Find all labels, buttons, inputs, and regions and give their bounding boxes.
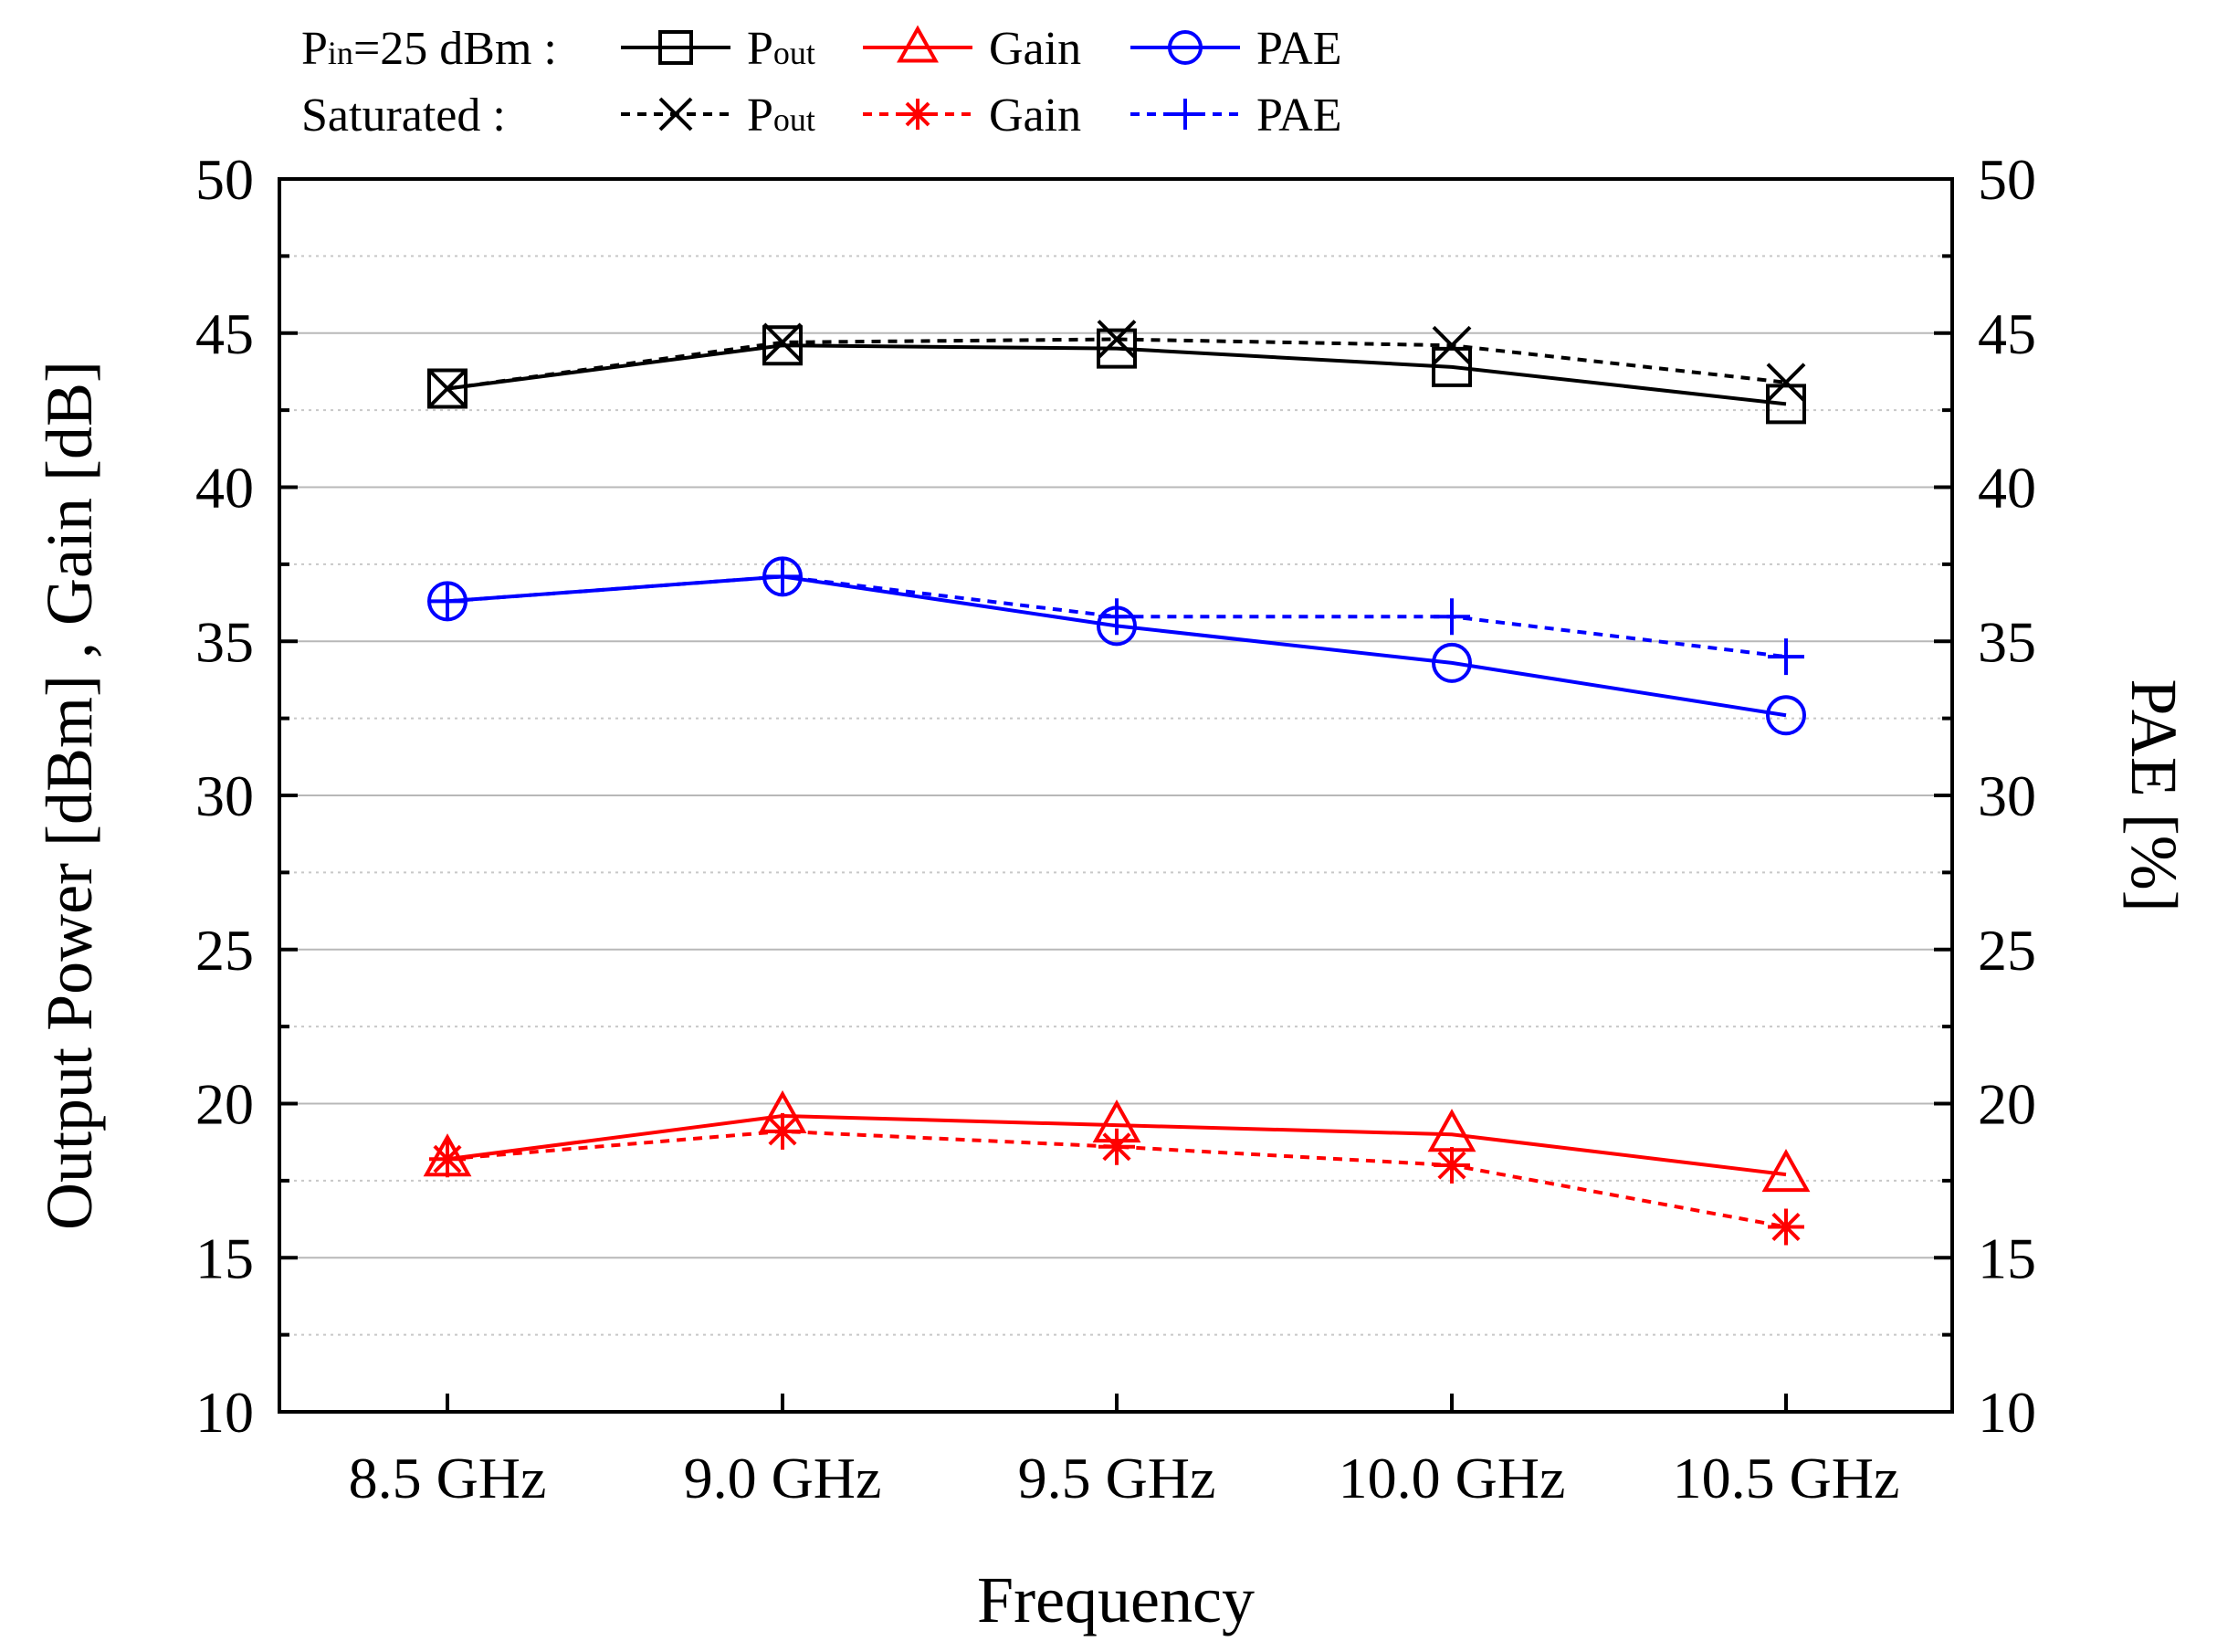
y-tick-label: 35 (195, 609, 254, 674)
legend-label: PAE (1256, 89, 1341, 142)
x-tick-label: 9.0 GHz (684, 1446, 882, 1510)
legend-entry: PAE (1130, 89, 1341, 142)
data-point (427, 368, 468, 409)
data-point (1434, 598, 1470, 636)
data-point (758, 1089, 807, 1133)
data-point (1768, 638, 1804, 676)
legend-entry: Pout (621, 23, 815, 75)
y2-tick-label: 30 (1978, 763, 2036, 828)
data-point (762, 322, 803, 363)
legend-row2-label: Saturated : (301, 89, 506, 142)
y2-tick-label: 15 (1978, 1226, 2036, 1290)
data-point (429, 583, 466, 620)
axis-ticks: 10 15 20 25 30 35 40 45 50 10 15 20 25 30 35 40 45 50 8.5 … (195, 147, 2036, 1510)
legend-marker (658, 30, 693, 65)
x-tick-label: 10.0 GHz (1339, 1446, 1566, 1510)
y2-axis-title: PAE [%] (2117, 679, 2191, 911)
y-tick-label: 40 (195, 456, 254, 521)
legend-marker (1170, 99, 1201, 130)
legend: Pin=25 dBm : Saturated : Pout Gain PAEPout… (301, 23, 1341, 142)
legend-label: Gain (989, 89, 1081, 142)
legend-entry: PAE (1130, 23, 1341, 75)
data-point (427, 369, 468, 408)
series-line (447, 337, 1787, 391)
y-tick-label: 25 (195, 918, 254, 983)
data-point (1766, 363, 1806, 403)
series-line (447, 1129, 1787, 1229)
grid-lines (279, 255, 1952, 1336)
x-axis-title: Frequency (977, 1563, 1255, 1636)
y2-tick-label: 10 (1978, 1380, 2036, 1445)
data-point (1097, 320, 1137, 359)
data-point (762, 325, 803, 366)
legend-label: Pout (747, 23, 815, 75)
data-point (1766, 384, 1806, 425)
legend-label: Gain (989, 23, 1081, 75)
legend-row1-label: Pin=25 dBm : (301, 23, 557, 75)
data-point (1098, 1128, 1135, 1165)
y2-tick-label: 45 (1978, 301, 2036, 366)
data-point (1432, 642, 1472, 683)
legend-label: PAE (1256, 23, 1341, 75)
legend-marker (658, 97, 693, 132)
y2-tick-label: 35 (1978, 609, 2036, 674)
data-point (764, 558, 801, 595)
y2-tick-label: 20 (1978, 1072, 2036, 1137)
data-point (762, 556, 803, 597)
series-line (447, 574, 1787, 659)
legend-marker (897, 25, 939, 63)
data-point (1097, 328, 1137, 369)
y2-tick-label: 25 (1978, 918, 2036, 983)
data-point (1098, 598, 1135, 636)
data-point (1768, 1208, 1804, 1246)
data-point (1092, 1100, 1141, 1143)
series-layer (423, 320, 1811, 1246)
data-point (423, 1133, 472, 1177)
legend-label: Pout (747, 89, 815, 142)
y-tick-label: 20 (195, 1072, 254, 1137)
legend-marker (902, 99, 933, 130)
legend-entry: Gain (863, 23, 1081, 75)
y-tick-label: 10 (195, 1380, 254, 1445)
y-axis-title: Output Power [dBm] , Gain [dB] (33, 361, 106, 1230)
legend-entry: Pout (621, 89, 815, 142)
data-point (1432, 325, 1472, 365)
x-tick-label: 10.5 GHz (1673, 1446, 1900, 1510)
data-point (1766, 695, 1806, 736)
legend-entries: Pout Gain PAE Pout Gain PAE (621, 23, 1341, 142)
legend-marker (1168, 30, 1203, 65)
data-point (1097, 605, 1137, 647)
series-line (447, 343, 1787, 406)
data-point (1434, 1147, 1470, 1184)
legend-entry: Gain (863, 89, 1081, 142)
data-point (1761, 1149, 1811, 1193)
y-tick-label: 50 (195, 147, 254, 212)
y-tick-label: 30 (195, 763, 254, 828)
data-point (427, 581, 468, 622)
y2-tick-label: 40 (1978, 456, 2036, 521)
y-tick-label: 45 (195, 301, 254, 366)
data-point (1432, 346, 1472, 387)
series-line (447, 1113, 1787, 1177)
y2-tick-label: 50 (1978, 147, 2036, 212)
x-tick-label: 8.5 GHz (349, 1446, 547, 1510)
data-point (1427, 1109, 1476, 1152)
x-tick-label: 9.5 GHz (1018, 1446, 1216, 1510)
y-tick-label: 15 (195, 1226, 254, 1290)
